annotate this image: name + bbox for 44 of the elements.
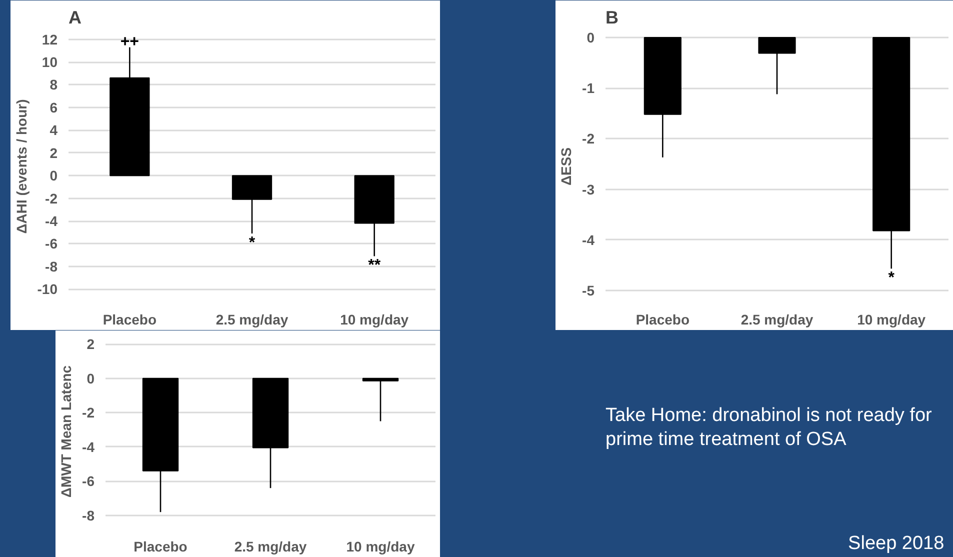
y-tick-label: 6 <box>50 99 58 116</box>
y-tick-label: -2 <box>82 404 95 421</box>
y-tick-label: -4 <box>45 213 58 230</box>
y-tick-label: -2 <box>582 130 595 147</box>
x-tick-label: 10 mg/day <box>340 312 409 328</box>
y-tick-label: -6 <box>82 473 95 490</box>
annotation: * <box>888 270 896 287</box>
y-tick-label: -8 <box>82 508 95 524</box>
x-tick-label: Placebo <box>134 538 188 554</box>
y-tick-label: 0 <box>50 168 58 184</box>
x-tick-label: 2.5 mg/day <box>740 312 814 328</box>
annotation: * <box>248 234 256 252</box>
y-tick-label: -6 <box>45 236 58 252</box>
chart-title: A <box>68 8 82 28</box>
x-tick-label: 2.5 mg/day <box>216 312 288 328</box>
y-axis-title: ΔMWT Mean Latenc <box>58 365 74 498</box>
y-axis-title: ΔAHI (events / hour) <box>13 99 30 234</box>
y-tick-label: -5 <box>582 282 595 298</box>
x-tick-label: Placebo <box>636 312 690 328</box>
annotation: ** <box>368 257 382 274</box>
y-tick-label: -4 <box>82 438 95 455</box>
chart-title: B <box>606 8 618 28</box>
y-tick-label: 2 <box>86 336 95 352</box>
x-tick-label: 10 mg/day <box>857 312 926 328</box>
x-tick-label: 2.5 mg/day <box>234 538 307 554</box>
y-tick-label: -2 <box>45 190 58 206</box>
y-tick-label: -4 <box>582 232 595 248</box>
y-tick-label: -10 <box>37 281 58 298</box>
y-tick-label: 0 <box>86 370 95 386</box>
x-tick-label: 10 mg/day <box>346 538 415 554</box>
y-tick-label: 10 <box>42 54 58 70</box>
y-tick-label: 8 <box>50 76 58 93</box>
y-tick-label: -1 <box>582 80 595 96</box>
x-tick-label: Placebo <box>102 312 157 328</box>
y-tick-label: -8 <box>45 258 58 274</box>
y-tick-label: 4 <box>50 122 58 138</box>
y-tick-label: -3 <box>582 181 595 198</box>
y-tick-label: 0 <box>586 30 595 46</box>
text: Sleep 2018 <box>848 533 944 554</box>
y-tick-label: 2 <box>50 144 58 161</box>
text: Take Home: dronabinol is not ready for prime time treatment of OSA <box>606 405 933 450</box>
y-axis-title: ΔESS <box>558 147 574 186</box>
y-tick-label: 12 <box>42 31 58 48</box>
annotation: ++ <box>120 33 140 50</box>
